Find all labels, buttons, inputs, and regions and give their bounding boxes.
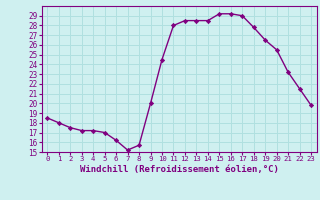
X-axis label: Windchill (Refroidissement éolien,°C): Windchill (Refroidissement éolien,°C) xyxy=(80,165,279,174)
